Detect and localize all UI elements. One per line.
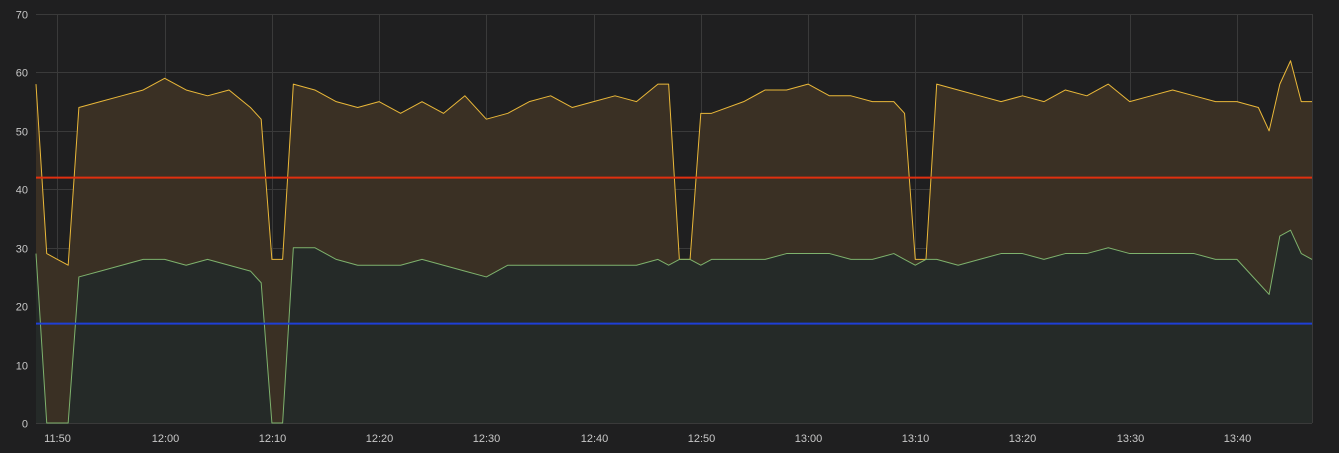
lower-series-line [35,229,1313,424]
x-tick-label: 12:50 [688,433,716,445]
y-tick-label: 30 [16,244,28,256]
y-tick-label: 0 [22,419,28,431]
x-tick-label: 12:30 [473,433,501,445]
x-tick-label: 13:40 [1224,433,1252,445]
x-tick-label: 11:50 [44,433,71,445]
x-tick-label: 12:00 [152,433,180,445]
y-tick-label: 70 [16,10,28,22]
y-tick-label: 50 [16,127,28,139]
y-tick-label: 60 [16,68,28,80]
y-tick-label: 20 [16,302,28,314]
x-tick-label: 12:40 [581,433,609,445]
y-tick-label: 40 [16,185,28,197]
x-tick-label: 13:00 [795,433,823,445]
lower-series-area [36,230,1312,423]
x-tick-label: 13:20 [1009,433,1037,445]
x-tick-label: 13:10 [902,433,930,445]
x-tick-label: 12:10 [259,433,287,445]
y-tick-label: 10 [16,361,28,373]
x-tick-label: 13:30 [1117,433,1145,445]
x-tick-label: 12:20 [366,433,394,445]
